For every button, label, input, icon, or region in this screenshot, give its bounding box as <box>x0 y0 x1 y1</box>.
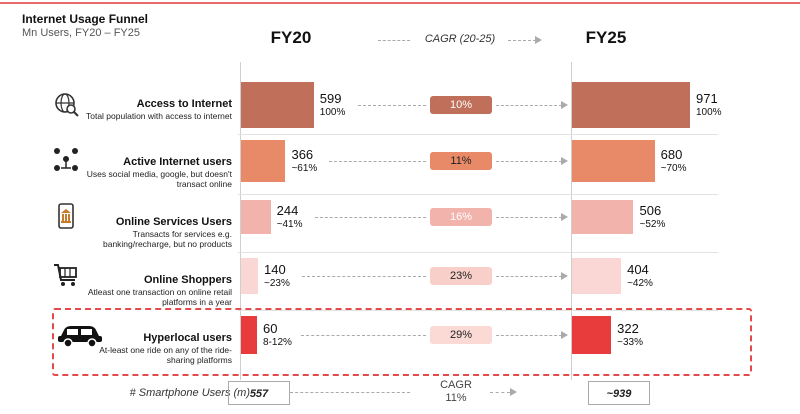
bar-fy20-hyperlocal-users <box>241 316 257 354</box>
footer-dash-right <box>490 392 510 393</box>
footer-dash-left <box>290 392 410 393</box>
bar-fy25-active-internet-users <box>572 140 655 182</box>
mobile-bank-icon <box>52 202 80 230</box>
connector-left-online-services-users <box>314 217 426 218</box>
value-fy25-online-shoppers: 404 <box>627 262 649 277</box>
connector-right-access-to-internet <box>496 105 562 106</box>
cagr-pill-access-to-internet: 10% <box>430 96 492 114</box>
globe-search-icon <box>52 90 80 118</box>
row-separator-active-internet-users <box>238 194 718 195</box>
share-fy20-active-internet-users: ~61% <box>291 163 318 174</box>
cagr-header: CAGR (20-25) <box>424 33 496 45</box>
value-fy20-online-services-users: 244 <box>276 203 299 218</box>
share-fy20-online-services-users: ~41% <box>276 219 303 230</box>
footer-arrowhead <box>510 388 517 396</box>
connector-right-online-services-users <box>496 217 562 218</box>
row-title-active-internet-users: Active Internet users <box>123 156 232 168</box>
share-fy25-active-internet-users: ~70% <box>660 163 687 174</box>
bar-fy20-active-internet-users <box>241 140 286 182</box>
share-fy25-hyperlocal-users: ~33% <box>617 337 643 348</box>
connector-arrowhead-online-services-users <box>561 213 568 221</box>
row-separator-access-to-internet <box>238 134 718 135</box>
page-title: Internet Usage Funnel <box>22 12 149 26</box>
smartphone-users-label: # Smartphone Users (m) <box>129 387 250 399</box>
bar-fy20-access-to-internet <box>241 82 314 128</box>
value-fy20-hyperlocal-users: 60 <box>263 321 278 336</box>
connector-left-hyperlocal-users <box>301 335 426 336</box>
connector-left-access-to-internet <box>357 105 426 106</box>
bar-fy25-online-services-users <box>572 200 634 234</box>
value-fy25-hyperlocal-users: 322 <box>617 321 639 336</box>
fy20-header: FY20 <box>270 28 312 47</box>
row-title-online-services-users: Online Services Users <box>115 216 232 228</box>
share-fy25-online-services-users: ~52% <box>639 219 666 230</box>
smartphone-fy20-value: 557 <box>228 381 290 405</box>
smartphone-fy25-value: ~939 <box>588 381 650 405</box>
cagr-pill-online-shoppers: 23% <box>430 267 492 285</box>
hyperlocal-highlight-box <box>52 308 752 376</box>
share-fy25-access-to-internet: 100% <box>696 107 722 118</box>
connector-arrowhead-hyperlocal-users <box>561 331 568 339</box>
page-subtitle: Mn Users, FY20 – FY25 <box>22 27 140 39</box>
header-dash-right <box>508 40 536 41</box>
fy20-axis <box>240 62 241 380</box>
fy25-header: FY25 <box>585 28 627 47</box>
connector-right-hyperlocal-users <box>496 335 562 336</box>
value-fy25-access-to-internet: 971 <box>696 91 718 106</box>
connector-arrowhead-online-shoppers <box>561 272 568 280</box>
fy25-axis <box>571 62 572 380</box>
row-title-access-to-internet: Access to Internet <box>136 98 232 110</box>
top-rule <box>0 2 800 4</box>
social-network-icon <box>52 146 80 174</box>
row-desc-online-shoppers: Atleast one transaction on online retail… <box>87 287 232 307</box>
shopping-cart-icon <box>52 261 80 289</box>
bar-fy25-online-shoppers <box>572 258 622 294</box>
cagr-pill-online-services-users: 16% <box>430 208 492 226</box>
share-fy20-online-shoppers: ~23% <box>264 278 290 289</box>
value-fy20-active-internet-users: 366 <box>291 147 314 162</box>
row-desc-access-to-internet: Total population with access to internet <box>85 111 232 121</box>
row-desc-active-internet-users: Uses social media, google, but doesn't t… <box>86 169 232 189</box>
row-separator-online-services-users <box>238 252 718 253</box>
value-fy25-active-internet-users: 680 <box>660 147 683 162</box>
connector-right-online-shoppers <box>496 276 562 277</box>
row-desc-online-services-users: Transacts for services e.g. banking/rech… <box>102 229 232 249</box>
connector-arrowhead-active-internet-users <box>561 157 568 165</box>
connector-left-active-internet-users <box>329 161 426 162</box>
value-fy25-online-services-users: 506 <box>639 203 662 218</box>
connector-right-active-internet-users <box>496 161 562 162</box>
share-fy20-access-to-internet: 100% <box>319 107 346 118</box>
bar-fy20-online-shoppers <box>241 258 258 294</box>
row-desc-hyperlocal-users: At-least one ride on any of the ride-sha… <box>99 345 232 365</box>
connector-left-online-shoppers <box>302 276 426 277</box>
smartphone-cagr-value: 11% <box>445 392 467 404</box>
smartphone-cagr: CAGR 11% <box>426 379 486 405</box>
row-separator-online-shoppers <box>238 310 718 311</box>
share-fy20-hyperlocal-users: 8-12% <box>263 337 292 348</box>
header-dash-left <box>378 40 410 41</box>
cagr-pill-hyperlocal-users: 29% <box>430 326 492 344</box>
bar-fy20-online-services-users <box>241 200 271 234</box>
share-fy25-online-shoppers: ~42% <box>627 278 653 289</box>
taxi-icon <box>56 320 104 348</box>
value-fy20-access-to-internet: 599 <box>319 91 342 106</box>
bar-fy25-access-to-internet <box>572 82 690 128</box>
bar-fy25-hyperlocal-users <box>572 316 612 354</box>
row-title-online-shoppers: Online Shoppers <box>143 274 232 286</box>
smartphone-cagr-label: CAGR <box>440 379 472 391</box>
value-fy20-online-shoppers: 140 <box>264 262 286 277</box>
cagr-pill-active-internet-users: 11% <box>430 152 492 170</box>
header-arrowhead <box>535 36 542 44</box>
connector-arrowhead-access-to-internet <box>561 101 568 109</box>
row-title-hyperlocal-users: Hyperlocal users <box>143 332 232 344</box>
